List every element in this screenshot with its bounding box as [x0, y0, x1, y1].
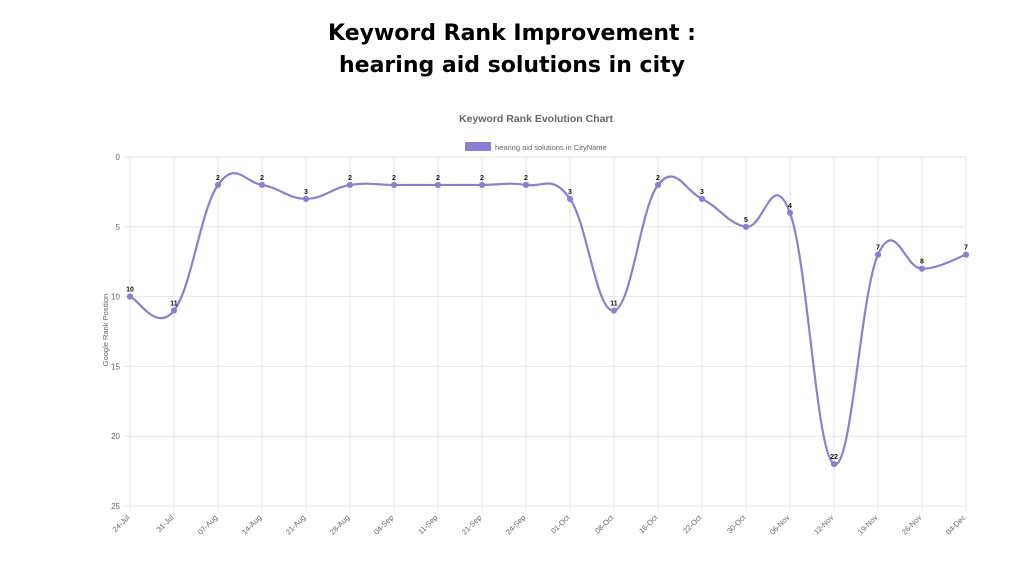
y-tick-label: 15 [111, 362, 120, 371]
x-tick-label: 26-Nov [900, 513, 924, 537]
x-tick-label: 04-Dec [944, 513, 968, 537]
legend-swatch [465, 142, 491, 151]
data-label: 2 [392, 175, 396, 182]
data-point[interactable] [302, 195, 310, 202]
x-tick-label: 08-Oct [593, 512, 616, 535]
x-tick-label: 12-Nov [812, 513, 836, 537]
x-tick-label: 14-Aug [240, 513, 263, 536]
data-label: 3 [304, 189, 308, 196]
data-point[interactable] [346, 181, 354, 189]
data-point[interactable] [566, 195, 574, 202]
chart-title: Keyword Rank Evolution Chart [459, 113, 614, 125]
page-title-line-2: hearing aid solutions in city [339, 53, 685, 78]
x-tick-label: 16-Oct [637, 512, 660, 535]
x-tick-label: 11-Sep [416, 513, 439, 536]
x-tick-label: 31-Jul [155, 513, 176, 534]
x-tick-label: 24-Sep [504, 513, 527, 536]
data-label: 2 [656, 175, 660, 182]
data-point[interactable] [742, 223, 750, 230]
data-point[interactable] [830, 461, 838, 468]
data-label: 7 [964, 245, 968, 252]
data-label: 2 [524, 175, 528, 182]
data-point[interactable] [522, 181, 530, 189]
data-label: 2 [260, 175, 264, 182]
data-label: 11 [610, 301, 618, 308]
legend-label: hearing aid solutions in CityName [495, 143, 607, 152]
page-title: Keyword Rank Improvement : hearing aid s… [0, 18, 1024, 82]
x-tick-label: 04-Sep [372, 513, 395, 536]
series-hearing-aid-solutions [126, 172, 970, 468]
data-point[interactable] [214, 181, 222, 189]
data-point[interactable] [170, 307, 178, 314]
data-label: 2 [216, 175, 220, 182]
y-tick-label: 20 [111, 432, 120, 441]
data-label: 5 [744, 217, 748, 224]
y-tick-label: 5 [116, 223, 121, 232]
y-axis-ticks: 0 5 10 15 20 25 [111, 153, 120, 511]
data-label: 4 [788, 203, 792, 210]
data-point[interactable] [258, 181, 266, 189]
x-tick-label: 06-Nov [768, 513, 792, 537]
data-point[interactable] [786, 209, 794, 216]
x-tick-label: 21-Aug [284, 513, 307, 536]
x-tick-label: 22-Oct [681, 512, 704, 535]
data-label: 11 [170, 301, 178, 308]
page-title-line-1: Keyword Rank Improvement : [328, 21, 696, 46]
data-point[interactable] [874, 251, 882, 258]
data-point[interactable] [698, 195, 706, 202]
x-axis-ticks: 24-Jul 31-Jul 07-Aug 14-Aug 21-Aug 28-Aug 04-S… [111, 512, 968, 536]
series-line [129, 172, 967, 466]
data-label: 7 [876, 245, 880, 252]
x-tick-label: 28-Aug [328, 513, 351, 536]
data-label: 22 [830, 454, 838, 461]
data-point[interactable] [478, 181, 486, 189]
data-label: 3 [568, 189, 572, 196]
data-label: 10 [126, 287, 134, 294]
data-point[interactable] [962, 251, 970, 258]
y-tick-label: 10 [111, 293, 120, 302]
data-point[interactable] [390, 181, 398, 189]
x-tick-label: 30-Oct [725, 512, 748, 535]
data-point[interactable] [918, 265, 926, 272]
x-tick-label: 24-Jul [111, 513, 132, 534]
x-tick-label: 01-Oct [549, 512, 572, 535]
x-tick-label: 19-Nov [856, 513, 880, 537]
data-point[interactable] [434, 181, 442, 189]
y-tick-label: 0 [116, 153, 121, 162]
legend[interactable]: hearing aid solutions in CityName [465, 142, 607, 152]
x-tick-label: 07-Aug [196, 513, 219, 536]
data-label: 2 [480, 175, 484, 182]
x-tick-label: 21-Sep [460, 513, 483, 536]
data-label: 8 [920, 259, 924, 266]
grid [124, 156, 967, 511]
data-point[interactable] [126, 293, 134, 300]
y-tick-label: 25 [111, 502, 120, 511]
data-point[interactable] [654, 181, 662, 189]
data-label: 3 [700, 189, 704, 196]
data-label: 2 [436, 175, 440, 182]
y-axis-label: Google Rank Position [101, 294, 110, 367]
data-label: 2 [348, 175, 352, 182]
data-point[interactable] [610, 307, 618, 314]
